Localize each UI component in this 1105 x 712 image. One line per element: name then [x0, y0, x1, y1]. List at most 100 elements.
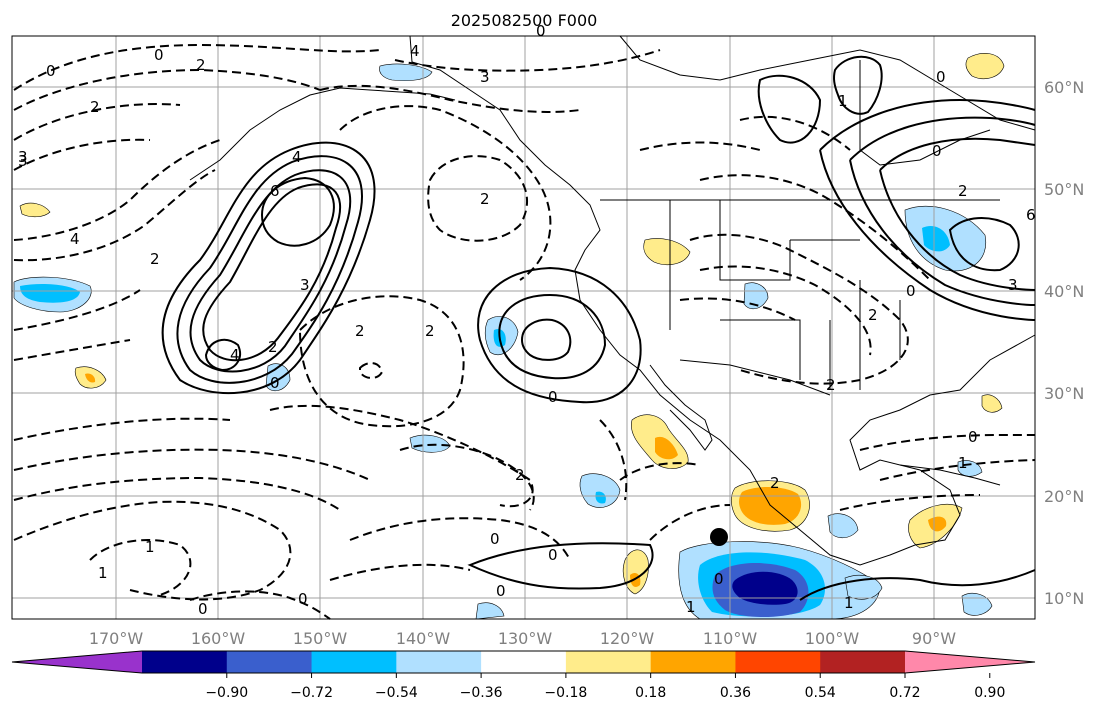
contour-dash-w-2: [13, 169, 216, 262]
colorbar-tick-label: 0.18: [635, 685, 666, 701]
contour-high-mid-1: [477, 266, 642, 404]
contour-ne-1: [819, 98, 1036, 321]
contour-label: 1: [958, 454, 968, 472]
contour-ne-3: [879, 137, 1036, 291]
shade-blue-arctic: [379, 63, 433, 82]
shade-blue-ne-core: [922, 225, 950, 252]
contour-label: 0: [46, 62, 56, 80]
contour-label: 2: [826, 376, 836, 394]
colorbar-segment: [820, 651, 906, 673]
colorbar-extend-high: [905, 651, 1035, 673]
colorbar-tick-label: 0.54: [805, 685, 836, 701]
contour-dash-sw-1: [13, 500, 292, 601]
contour-dash-w-3: [13, 289, 141, 331]
contour-dash-s-1: [349, 517, 571, 561]
colorbar-tick-label: −0.72: [290, 685, 333, 701]
contour-label: 0: [536, 22, 546, 40]
contour-dash-center-3: [399, 443, 535, 511]
contour-label: 3: [1008, 276, 1018, 294]
contour-label: 2: [515, 466, 525, 484]
contour-label: 0: [968, 428, 978, 446]
contour-label: 0: [490, 530, 500, 548]
shade-yellow-small-4: [981, 394, 1003, 413]
map-frame: [11, 35, 1036, 620]
contour-dash-center-small: [359, 362, 384, 379]
shade-navy-core: [732, 571, 798, 605]
shade-blue-small-2-core: [595, 491, 606, 504]
contour-ne-5: [833, 55, 883, 115]
contour-high-west-3: [189, 169, 352, 373]
colorbar-segment: [735, 651, 821, 673]
contour-dash-center-2: [269, 404, 534, 508]
contour-label: 2: [150, 250, 160, 268]
contour-dash-sw-6: [189, 590, 331, 620]
contour-ne-4: [948, 217, 1020, 272]
colorbar-outline: [11, 650, 1036, 674]
contour-dash-mid-2: [427, 155, 529, 242]
contour-dash-gulf-3: [679, 297, 796, 321]
shade-blue-small-7: [961, 593, 993, 616]
colorbar-tick-label: 0.90: [974, 685, 1005, 701]
contour-dash-gulf-2: [699, 265, 872, 356]
contour-label: 2: [196, 56, 206, 74]
lat-tick-label: 60°N: [1044, 78, 1084, 97]
contour-high-west-4: [202, 183, 342, 362]
contour-dash-e-2: [879, 459, 1036, 481]
contour-label: 3: [300, 276, 310, 294]
lon-tick-label: 130°W: [498, 629, 553, 648]
contour-label: 2: [958, 182, 968, 200]
contour-label: 6: [1026, 206, 1036, 224]
contour-dash-center-1: [298, 295, 465, 428]
contour-label: 3: [18, 152, 28, 170]
contour-high-west-6: [204, 338, 241, 372]
shade-blue-small-5: [743, 282, 769, 310]
contour-dash-w-1: [13, 139, 221, 241]
contour-south-band: [467, 542, 654, 590]
lon-tick-label: 150°W: [293, 629, 348, 648]
contour-label: 1: [838, 92, 848, 110]
lon-tick-label: 120°W: [600, 629, 655, 648]
shade-orange-gulf: [928, 516, 947, 532]
colorbar-segment: [226, 651, 313, 673]
lon-axis: 170°W 160°W 150°W 140°W 130°W 120°W 110°…: [89, 629, 956, 648]
contour-dash-s-2: [329, 563, 471, 581]
shade-blue-small-2: [579, 473, 621, 508]
contour-label: 0: [548, 546, 558, 564]
contour-dash-mid-4: [319, 84, 581, 113]
contour-label: 4: [292, 148, 302, 166]
contour-dash-ne-1: [699, 174, 931, 281]
colorbar-tick-label: −0.90: [205, 685, 248, 701]
shade-yellow-small-3: [622, 549, 649, 595]
contour-label: 0: [154, 46, 164, 64]
contour-dash-ne-2: [739, 115, 851, 151]
contour-label: 0: [548, 388, 558, 406]
contour-label: 4: [70, 230, 80, 248]
contour-dash-e-3: [839, 494, 981, 511]
shade-orange-small-1: [85, 373, 96, 383]
contour-lines: [13, 43, 1036, 620]
contour-label: 6: [270, 182, 280, 200]
contour-label: 3: [480, 68, 490, 86]
aleutian-chain: [189, 87, 456, 181]
colorbar-segment: [142, 651, 228, 673]
storm-marker-dot: [710, 528, 728, 546]
contour-label: 1: [98, 564, 108, 582]
lon-tick-label: 90°W: [912, 629, 956, 648]
lon-tick-label: 140°W: [396, 629, 451, 648]
lat-tick-label: 30°N: [1044, 384, 1084, 403]
contour-label: 2: [770, 474, 780, 492]
lat-tick-label: 50°N: [1044, 180, 1084, 199]
map-panel: 0 2 4 6 3 4 3 2 0 2 4 2 3 4 2 0 2 2 0 2 …: [11, 22, 1036, 620]
contour-label: 2: [868, 306, 878, 324]
contour-high-mid-3: [520, 318, 572, 361]
colorbar: −0.90 −0.72 −0.54 −0.36 −0.18 0.18 0.36 0.54 0.7…: [11, 650, 1036, 701]
contour-label: 2: [268, 338, 278, 356]
alaska-coast: [409, 35, 1036, 566]
lat-tick-label: 10°N: [1044, 589, 1084, 608]
shade-blue-small-9: [475, 602, 505, 620]
shade-blue-left-core: [20, 284, 80, 303]
contour-high-west-1: [161, 141, 376, 395]
contour-label: 2: [425, 322, 435, 340]
contour-label-group: 0 2 4 6 3 4 3 2 0 2 4 2 3 4 2 0 2 2 0 2 …: [18, 22, 1036, 618]
contour-dash-se-1: [649, 504, 731, 541]
